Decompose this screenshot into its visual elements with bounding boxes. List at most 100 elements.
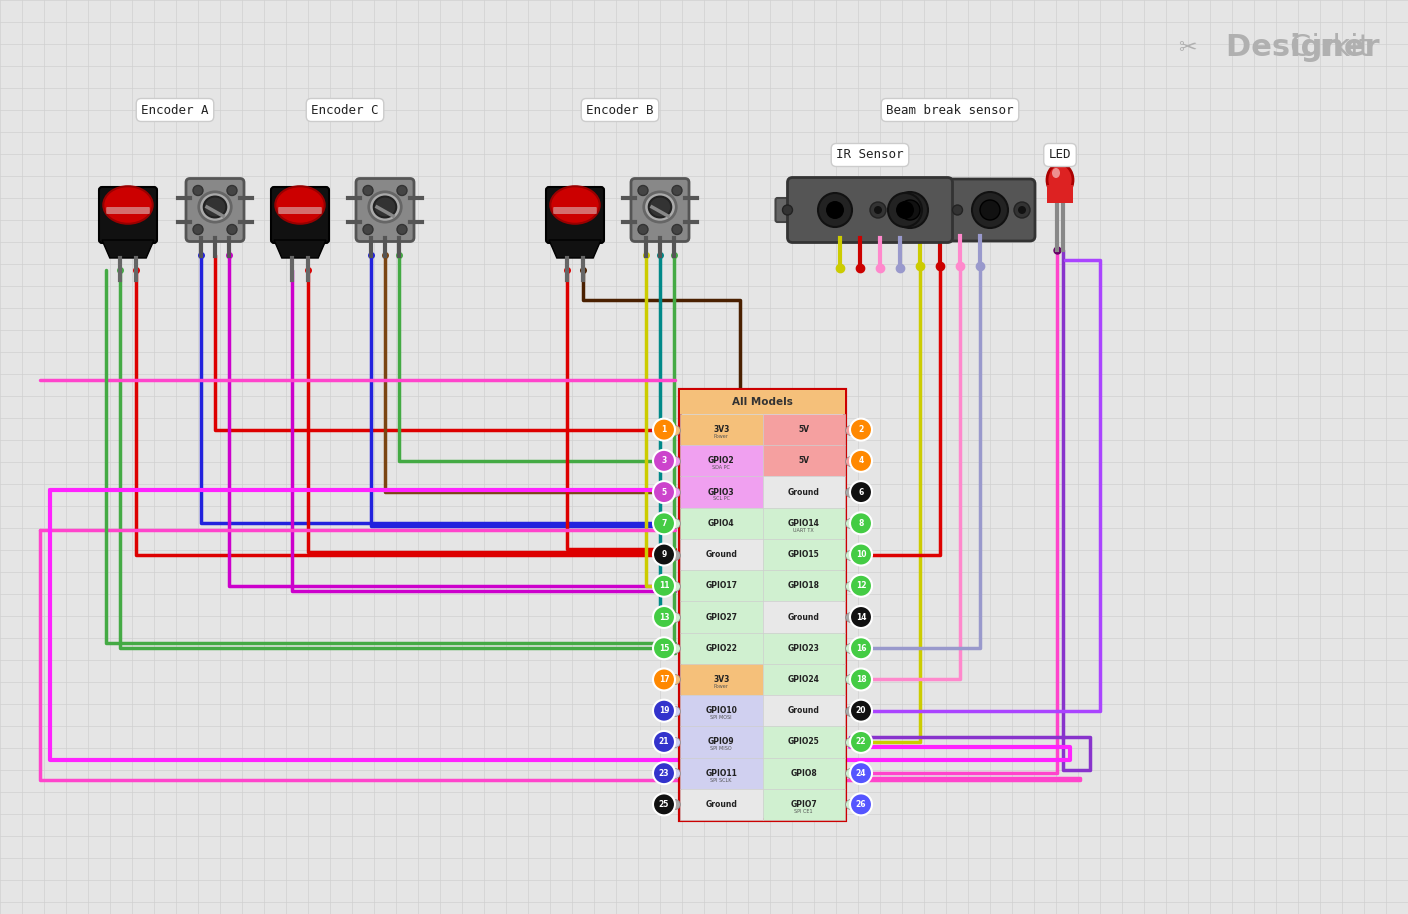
Circle shape bbox=[850, 762, 872, 784]
Text: Encoder B: Encoder B bbox=[586, 103, 653, 116]
Circle shape bbox=[227, 225, 237, 235]
Text: UART TX: UART TX bbox=[793, 527, 814, 533]
Text: GPIO17: GPIO17 bbox=[705, 581, 738, 590]
Circle shape bbox=[672, 225, 681, 235]
FancyBboxPatch shape bbox=[680, 507, 763, 539]
Circle shape bbox=[653, 606, 674, 628]
Ellipse shape bbox=[649, 197, 672, 218]
Circle shape bbox=[818, 193, 852, 227]
Text: ✂: ✂ bbox=[1178, 38, 1197, 58]
Circle shape bbox=[850, 668, 872, 690]
Circle shape bbox=[826, 201, 843, 219]
Text: 16: 16 bbox=[856, 643, 866, 653]
Text: 6: 6 bbox=[859, 487, 863, 496]
Text: LED: LED bbox=[1049, 148, 1071, 162]
Text: GPIO9: GPIO9 bbox=[708, 738, 735, 747]
Circle shape bbox=[850, 575, 872, 597]
Circle shape bbox=[653, 731, 674, 753]
Circle shape bbox=[363, 186, 373, 196]
Text: 25: 25 bbox=[659, 800, 669, 809]
Text: 23: 23 bbox=[659, 769, 669, 778]
Circle shape bbox=[653, 481, 674, 503]
FancyBboxPatch shape bbox=[680, 476, 763, 507]
Circle shape bbox=[653, 762, 674, 784]
Ellipse shape bbox=[103, 186, 152, 224]
Polygon shape bbox=[549, 240, 601, 258]
Text: GPIO7: GPIO7 bbox=[790, 800, 817, 809]
Text: GPIO25: GPIO25 bbox=[788, 738, 819, 747]
Circle shape bbox=[653, 668, 674, 690]
Text: Ground: Ground bbox=[788, 487, 819, 496]
FancyBboxPatch shape bbox=[356, 178, 414, 241]
Text: GPIO4: GPIO4 bbox=[708, 519, 735, 527]
Text: 5: 5 bbox=[662, 487, 666, 496]
Text: 21: 21 bbox=[659, 738, 669, 747]
Ellipse shape bbox=[1048, 164, 1073, 196]
FancyBboxPatch shape bbox=[763, 695, 845, 727]
FancyBboxPatch shape bbox=[680, 695, 763, 727]
Text: SDA PC: SDA PC bbox=[712, 465, 731, 470]
FancyBboxPatch shape bbox=[763, 539, 845, 570]
Text: GPIO11: GPIO11 bbox=[705, 769, 738, 778]
Text: SPI MISO: SPI MISO bbox=[711, 747, 732, 751]
FancyBboxPatch shape bbox=[787, 177, 952, 242]
Text: 19: 19 bbox=[659, 707, 669, 715]
FancyBboxPatch shape bbox=[680, 601, 763, 632]
Text: GPIO15: GPIO15 bbox=[788, 550, 819, 559]
Text: GPIO27: GPIO27 bbox=[705, 612, 738, 622]
Text: 26: 26 bbox=[856, 800, 866, 809]
FancyBboxPatch shape bbox=[680, 789, 763, 820]
Circle shape bbox=[653, 637, 674, 659]
FancyBboxPatch shape bbox=[680, 539, 763, 570]
FancyBboxPatch shape bbox=[763, 632, 845, 664]
FancyBboxPatch shape bbox=[270, 187, 329, 243]
Circle shape bbox=[850, 606, 872, 628]
Circle shape bbox=[653, 575, 674, 597]
Circle shape bbox=[850, 450, 872, 472]
FancyBboxPatch shape bbox=[763, 664, 845, 695]
Text: 18: 18 bbox=[856, 675, 866, 684]
Text: Ground: Ground bbox=[788, 612, 819, 622]
Text: Ground: Ground bbox=[788, 707, 819, 715]
Circle shape bbox=[653, 450, 674, 472]
FancyBboxPatch shape bbox=[680, 758, 763, 789]
Circle shape bbox=[850, 419, 872, 441]
Text: 10: 10 bbox=[856, 550, 866, 559]
Circle shape bbox=[397, 186, 407, 196]
FancyBboxPatch shape bbox=[99, 187, 158, 243]
Text: Encoder A: Encoder A bbox=[141, 103, 208, 116]
Circle shape bbox=[363, 225, 373, 235]
Circle shape bbox=[952, 205, 963, 215]
Text: 5V: 5V bbox=[798, 425, 810, 434]
Circle shape bbox=[850, 637, 872, 659]
FancyBboxPatch shape bbox=[631, 178, 689, 241]
Text: 17: 17 bbox=[659, 675, 669, 684]
Text: GPIO23: GPIO23 bbox=[788, 643, 819, 653]
Circle shape bbox=[653, 513, 674, 535]
Text: Ground: Ground bbox=[705, 800, 738, 809]
FancyBboxPatch shape bbox=[279, 207, 322, 214]
Text: 3V3: 3V3 bbox=[712, 675, 729, 684]
Text: GPIO18: GPIO18 bbox=[787, 581, 819, 590]
Text: 22: 22 bbox=[856, 738, 866, 747]
Text: 4: 4 bbox=[859, 456, 863, 465]
Text: 13: 13 bbox=[659, 612, 669, 622]
Circle shape bbox=[1018, 206, 1026, 214]
Ellipse shape bbox=[551, 186, 600, 224]
Ellipse shape bbox=[276, 186, 325, 224]
FancyBboxPatch shape bbox=[680, 727, 763, 758]
Text: 20: 20 bbox=[856, 707, 866, 715]
Text: SPI CE1: SPI CE1 bbox=[794, 809, 812, 813]
FancyBboxPatch shape bbox=[680, 414, 763, 445]
FancyBboxPatch shape bbox=[553, 207, 597, 214]
Text: 7: 7 bbox=[662, 519, 666, 527]
Circle shape bbox=[638, 186, 648, 196]
Circle shape bbox=[653, 793, 674, 815]
FancyBboxPatch shape bbox=[546, 187, 604, 243]
FancyBboxPatch shape bbox=[106, 207, 149, 214]
Circle shape bbox=[972, 192, 1008, 228]
FancyBboxPatch shape bbox=[680, 390, 845, 820]
Circle shape bbox=[850, 481, 872, 503]
Circle shape bbox=[672, 186, 681, 196]
Text: All Models: All Models bbox=[732, 397, 793, 407]
